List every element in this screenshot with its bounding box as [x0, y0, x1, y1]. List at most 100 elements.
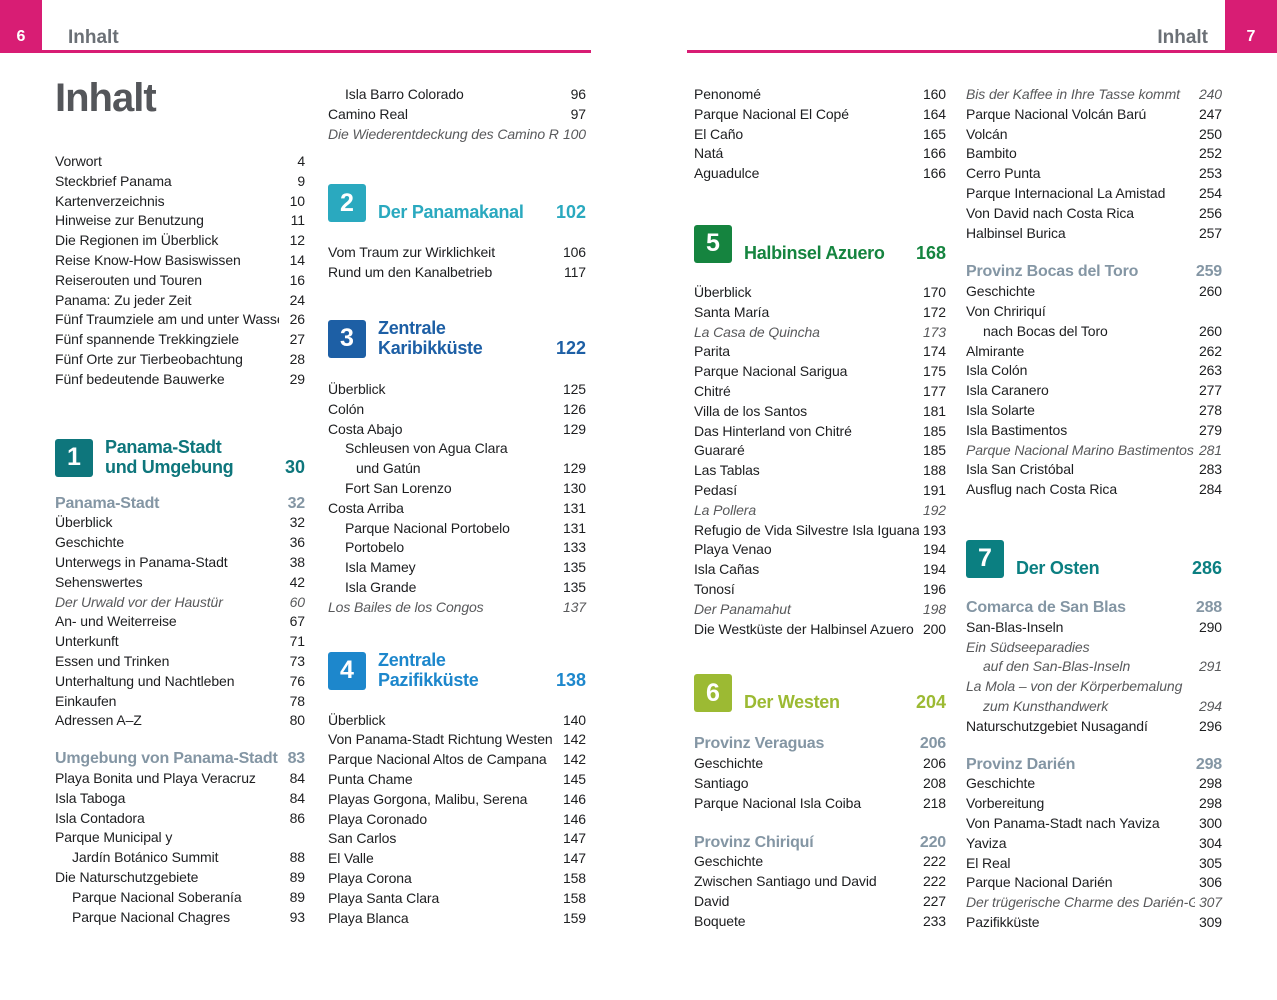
toc-entry: El Caño 165 — [694, 125, 946, 145]
entry-title: Halbinsel Burica — [966, 224, 1066, 241]
entry-page: 192 — [922, 501, 946, 518]
toc-entry: Der Panamahut 198 — [694, 600, 946, 620]
entry-title: Von Chririquí — [966, 302, 1046, 319]
entry-page: 76 — [289, 672, 305, 689]
entry-title: Fünf bedeutende Bauwerke — [55, 370, 225, 387]
toc-entry: auf den San-Blas-Inseln 291 — [966, 657, 1222, 677]
entry-title: Isla Mamey — [345, 559, 416, 576]
toc-entry: Vorbereitung 298 — [966, 794, 1222, 814]
toc-entry: Aguadulce 166 — [694, 164, 946, 184]
entry-title: Von Panama-Stadt nach Yaviza — [966, 814, 1160, 831]
entry-title: zum Kunsthandwerk — [983, 697, 1109, 714]
entry-page: 78 — [289, 692, 305, 709]
entry-title: Isla Grande — [345, 578, 417, 595]
entry-title: Jardín Botánico Summit — [72, 849, 219, 866]
toc-entry: Parque Municipal y — [55, 828, 305, 848]
toc-entry: Kartenverzeichnis 10 — [55, 192, 305, 212]
toc-entry: Volcán 250 — [966, 125, 1222, 145]
entry-page: 29 — [289, 370, 305, 387]
entry-title: Geschichte — [966, 283, 1036, 300]
entry-title: Die Wiederentdeckung des Camino Real — [328, 125, 559, 142]
subtitle-page: 259 — [1195, 263, 1222, 281]
chapter-heading: 4 Zentrale Pazifikküste 138 — [328, 650, 586, 690]
subtitle-title: Umgebung von Panama-Stadt — [55, 750, 278, 768]
toc-entry: Parque Nacional Marino Bastimentos 281 — [966, 441, 1222, 461]
toc-entry: Ein Südseeparadies — [966, 638, 1222, 658]
entry-page: 96 — [570, 86, 586, 102]
entry-page: 291 — [1198, 658, 1222, 675]
entry-title: Überblick — [694, 283, 752, 300]
entry-title: Hinweise zur Benutzung — [55, 212, 204, 229]
entry-page: 253 — [1198, 165, 1222, 182]
entry-page: 67 — [289, 613, 305, 630]
toc-section-subtitle: Provinz Veraguas 206 — [694, 734, 946, 754]
entry-title: Geschichte — [55, 534, 125, 551]
entry-page: 80 — [289, 712, 305, 729]
entry-title: Parque Nacional Sarigua — [694, 363, 848, 380]
toc-entry: Überblick 170 — [694, 283, 946, 303]
entry-page: 307 — [1198, 894, 1222, 911]
entry-page: 131 — [562, 519, 586, 536]
toc-section-subtitle: Provinz Bocas del Toro 259 — [966, 262, 1222, 282]
toc-entry: Bambito 252 — [966, 144, 1222, 164]
entry-page: 298 — [1198, 795, 1222, 812]
toc-column-items: Bis der Kaffee in Ihre Tasse kommt 240 Par… — [966, 85, 1222, 933]
spacer — [694, 184, 946, 225]
chapter-title-line: Zentrale — [378, 649, 446, 670]
entry-page: 283 — [1198, 461, 1222, 478]
entry-title: Parque Nacional Isla Coiba — [694, 794, 862, 811]
toc-entry: Isla Contadora 86 — [55, 809, 305, 829]
entry-page: 170 — [922, 283, 946, 300]
entry-title: Die Naturschutzgebiete — [55, 868, 199, 885]
toc-entry: Parque Nacional Portobelo 131 — [328, 519, 586, 539]
entry-page: 89 — [289, 888, 305, 905]
entry-page: 304 — [1198, 834, 1222, 851]
toc-entry: El Valle 147 — [328, 849, 586, 869]
toc-entry: Das Hinterland von Chitré 185 — [694, 422, 946, 442]
entry-page: 278 — [1198, 401, 1222, 418]
entry-title: Fort San Lorenzo — [345, 479, 452, 496]
entry-page: 84 — [289, 789, 305, 806]
page-number-left: 6 — [16, 28, 26, 45]
entry-page: 177 — [922, 382, 946, 399]
toc-entry: Fort San Lorenzo 130 — [328, 479, 586, 499]
toc-entry: Geschichte 36 — [55, 533, 305, 553]
toc-entry: Unterkunft 71 — [55, 632, 305, 652]
chapter-heading: 2 Der Panamakanal 102 — [328, 184, 586, 223]
toc-entry: Überblick 125 — [328, 380, 586, 400]
entry-title: Der trügerische Charme des Darién-Gaps — [966, 894, 1195, 911]
chapter-title: Halbinsel Azuero — [744, 243, 885, 263]
toc-entry: Playas Gorgona, Malibu, Serena 146 — [328, 790, 586, 810]
entry-page: 240 — [1198, 86, 1222, 102]
toc-column-items: Vorwort 4 Steckbrief Panama 9 Kartenverzeich… — [55, 152, 305, 927]
toc-column-items: Penonomé 160 Parque Nacional El Copé 164 El … — [694, 85, 946, 932]
entry-title: An- und Weiterreise — [55, 613, 177, 630]
entry-title: Fünf Traumziele am und unter Wasser — [55, 311, 279, 328]
toc-entry: Chitré 177 — [694, 382, 946, 402]
entry-title: Isla Solarte — [966, 401, 1035, 418]
entry-title: Las Tablas — [694, 462, 760, 479]
entry-page: 185 — [922, 442, 946, 459]
toc-entry: Panama: Zu jeder Zeit 24 — [55, 291, 305, 311]
toc-entry: Portobelo 133 — [328, 538, 586, 558]
chapter-title: Zentrale Pazifikküste — [378, 649, 479, 690]
chapter-number-badge: 7 — [966, 539, 1004, 578]
entry-title: Adressen A–Z — [55, 712, 142, 729]
chapter-number-badge: 5 — [694, 224, 732, 263]
toc-entry: Vorwort 4 — [55, 152, 305, 172]
entry-page: 146 — [562, 790, 586, 807]
entry-title: Cerro Punta — [966, 165, 1041, 182]
toc-entry: Parque Nacional Darién 306 — [966, 873, 1222, 893]
spacer — [328, 618, 586, 650]
toc-entry: David 227 — [694, 892, 946, 912]
entry-page: 172 — [922, 303, 946, 320]
entry-title: Überblick — [328, 380, 386, 397]
entry-title: Camino Real — [328, 105, 408, 122]
subtitle-page: 220 — [919, 833, 946, 851]
toc-entry: Von Panama-Stadt nach Yaviza 300 — [966, 814, 1222, 834]
entry-page: 159 — [562, 909, 586, 926]
entry-page: 97 — [570, 105, 586, 122]
chapter-page: 102 — [555, 202, 586, 223]
toc-entry: San Carlos 147 — [328, 829, 586, 849]
entry-title: Portobelo — [345, 539, 405, 556]
